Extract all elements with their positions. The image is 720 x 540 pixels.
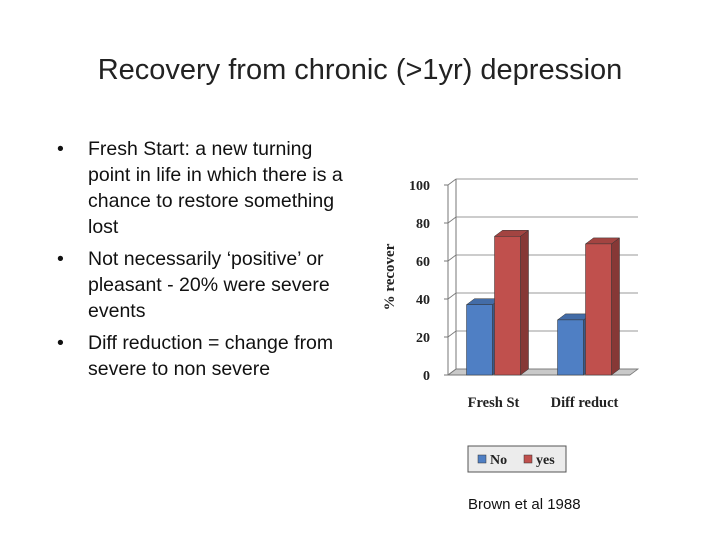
- bar-side: [611, 237, 620, 376]
- y-tick-label: 60: [416, 255, 430, 270]
- bullet-dot-icon: •: [57, 332, 64, 354]
- gridline-depth: [447, 216, 457, 224]
- legend-label: No: [490, 453, 507, 468]
- y-tick-label: 0: [423, 369, 430, 384]
- bullet-dot-icon: •: [57, 248, 64, 270]
- gridline-depth: [447, 254, 457, 262]
- gridline-depth: [447, 292, 457, 300]
- bar-front: [466, 304, 493, 376]
- bullet-list: • Fresh Start: a new turning point in lif…: [52, 136, 357, 388]
- bullet-item: • Not necessarily ‘positive’ or pleasant …: [52, 246, 357, 324]
- legend-swatch: [477, 454, 487, 464]
- x-axis-categories: Fresh St Diff reduct: [468, 395, 619, 411]
- citation: Brown et al 1988: [468, 496, 581, 513]
- bullet-text: Fresh Start: a new turning point in life…: [88, 138, 343, 238]
- bar-yes-2: [584, 237, 621, 376]
- bar-yes-1: [493, 229, 530, 376]
- gridline-depth: [447, 330, 457, 338]
- x-category-label: Diff reduct: [551, 395, 619, 411]
- x-category-label: Fresh St: [468, 395, 520, 411]
- chart-bars: [465, 229, 621, 376]
- gridline-depth: [447, 368, 457, 376]
- bar-front: [585, 243, 612, 376]
- y-tick-label: 100: [409, 179, 430, 194]
- slide-title: Recovery from chronic (>1yr) depression: [97, 54, 623, 86]
- legend-box: [467, 445, 567, 473]
- bullet-dot-icon: •: [57, 138, 64, 160]
- bullet-item: • Fresh Start: a new turning point in lif…: [52, 136, 357, 240]
- bar-front: [494, 236, 521, 376]
- y-axis-label: % recover: [382, 243, 398, 310]
- legend-label: yes: [536, 453, 555, 468]
- bullet-text: Diff reduction = change from severe to n…: [88, 332, 334, 380]
- chart-legend: No yes: [467, 445, 567, 473]
- y-tick-label: 40: [416, 293, 430, 308]
- bullet-item: • Diff reduction = change from severe to …: [52, 330, 357, 382]
- gridline-depth: [447, 178, 457, 186]
- y-axis-ticks: 0 20 40 60 80 100: [409, 179, 448, 384]
- bar-front: [557, 319, 584, 376]
- y-tick-label: 20: [416, 331, 430, 346]
- recovery-bar-chart: 0 20 40 60 80 100 Fresh St Diff reduct % recov…: [382, 178, 640, 473]
- bar-side: [520, 229, 529, 376]
- y-tick-label: 80: [416, 217, 430, 232]
- bullet-text: Not necessarily ‘positive’ or pleasant -…: [88, 248, 330, 322]
- legend-swatch: [523, 454, 533, 464]
